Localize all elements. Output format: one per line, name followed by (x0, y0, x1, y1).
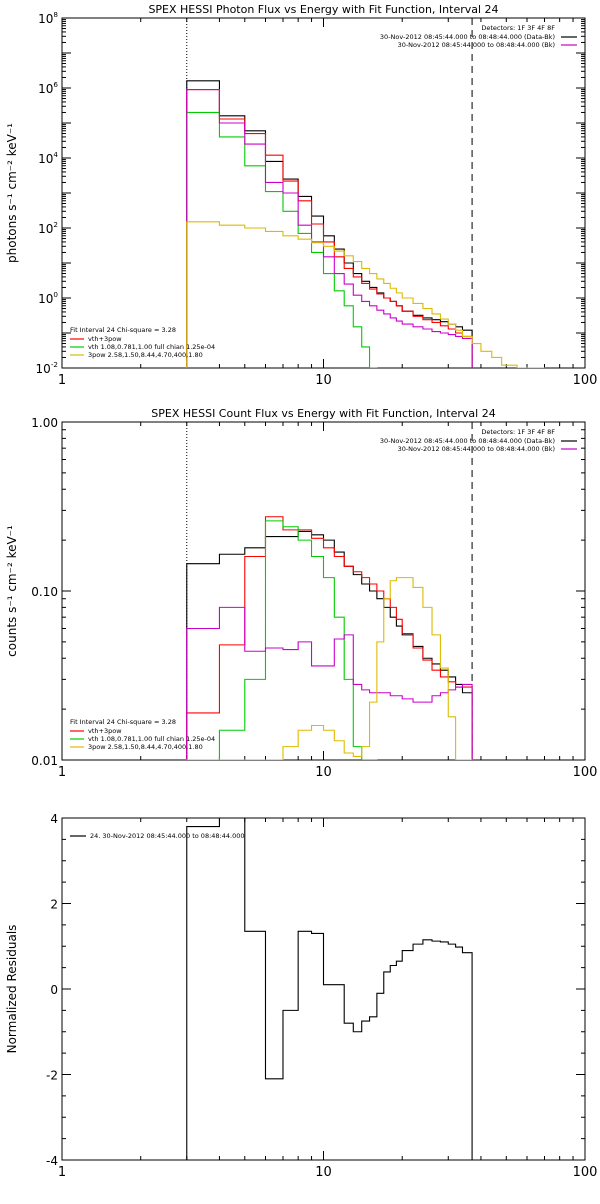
y-tick-label: 102 (38, 220, 58, 236)
fit-legend-title: Fit Interval 24 Chi-square = 3.28 (70, 718, 176, 726)
y-tick-label: 0.01 (31, 754, 58, 768)
series-line-0 (186, 818, 473, 1160)
y-tick-label: 2 (50, 898, 58, 912)
y-tick-label: 0 (50, 983, 58, 997)
x-tick-label: 100 (573, 765, 598, 780)
chart-title: SPEX HESSI Count Flux vs Energy with Fit… (151, 407, 495, 420)
photon-flux-panel: SPEX HESSI Photon Flux vs Energy with Fi… (5, 3, 597, 388)
y-axis-label: counts s⁻¹ cm⁻² keV⁻¹ (5, 525, 19, 657)
series-line-2 (186, 520, 378, 760)
y-tick-label: 10-2 (36, 360, 58, 376)
x-tick-label: 10 (315, 1165, 332, 1180)
y-tick-label: 4 (50, 812, 58, 826)
plot-area (186, 18, 546, 368)
residuals-panel: Normalized Residuals 1 10 100 -4 -2 0 2 4 24. 30-… (5, 812, 597, 1180)
legend-bottom-left: Fit Interval 24 Chi-square = 3.28vth+3po… (70, 718, 215, 751)
x-tick-label: 10 (315, 373, 332, 388)
legend-title: Detectors: 1F 3F 4F 8F (481, 428, 555, 436)
fit-legend-text: 3pow 2.58,1.50,8.44,4.70,400,1.80 (88, 351, 203, 359)
series-line-2 (186, 111, 378, 368)
fit-legend-text: vth+3pow (88, 727, 122, 735)
y-axis-label: Normalized Residuals (5, 925, 19, 1054)
fit-legend-text: vth+3pow (88, 335, 122, 343)
legend-title: Detectors: 1F 3F 4F 8F (481, 24, 555, 32)
plot-frame (61, 817, 586, 1161)
fit-legend-text: 3pow 2.58,1.50,8.44,4.70,400,1.80 (88, 743, 203, 751)
y-tick-label: 100 (38, 290, 58, 306)
fit-legend-text: vth 1.08,0.781,1.00 full chian 1.25e-04 (88, 343, 215, 351)
chart-title: SPEX HESSI Photon Flux vs Energy with Fi… (148, 3, 498, 16)
legend-entry-text: 30-Nov-2012 08:45:44.000 to 08:48:44.000… (398, 445, 555, 453)
y-tick-label: -2 (46, 1069, 58, 1083)
series-line-3 (186, 606, 473, 760)
y-axis-label: photons s⁻¹ cm⁻² keV⁻¹ (5, 123, 19, 263)
legend-entry-text: 30-Nov-2012 08:45:44.000 to 08:48:44.000… (380, 437, 555, 445)
legend-top-left: 24. 30-Nov-2012 08:45:44.000 to 08:48:44… (70, 832, 244, 840)
plot-frame (61, 17, 586, 369)
fit-legend-text: vth 1.08,0.781,1.00 full chian 1.25e-04 (88, 735, 215, 743)
legend-entry-text: 30-Nov-2012 08:45:44.000 to 08:48:44.000… (398, 41, 555, 49)
plot-area (186, 422, 473, 760)
series-line-3 (186, 89, 473, 368)
plot-frame (61, 421, 586, 761)
count-flux-panel: SPEX HESSI Count Flux vs Energy with Fit… (5, 407, 597, 780)
x-tick-label: 100 (573, 373, 598, 388)
y-tick-label: 0.10 (31, 585, 58, 599)
x-tick-label: 10 (315, 765, 332, 780)
series-line-1 (186, 89, 473, 368)
series-line-4 (186, 221, 546, 368)
plot-area (186, 818, 473, 1160)
legend-bottom-left: Fit Interval 24 Chi-square = 3.28vth+3po… (70, 326, 215, 359)
residual-legend-text: 24. 30-Nov-2012 08:45:44.000 to 08:48:44… (90, 832, 244, 840)
fit-legend-title: Fit Interval 24 Chi-square = 3.28 (70, 326, 176, 334)
series-line-0 (186, 530, 473, 760)
series-line-1 (186, 516, 473, 760)
y-tick-label: 1.00 (31, 416, 58, 430)
x-tick-label: 1 (58, 1165, 66, 1180)
y-tick-label: 106 (38, 80, 58, 96)
legend-entry-text: 30-Nov-2012 08:45:44.000 to 08:48:44.000… (380, 33, 555, 41)
x-tick-label: 1 (58, 373, 66, 388)
series-line-4 (186, 577, 473, 760)
y-tick-label: 108 (38, 10, 58, 26)
x-tick-label: 100 (573, 1165, 598, 1180)
x-tick-label: 1 (58, 765, 66, 780)
y-tick-label: 104 (38, 150, 58, 166)
y-tick-label: -4 (46, 1154, 58, 1168)
